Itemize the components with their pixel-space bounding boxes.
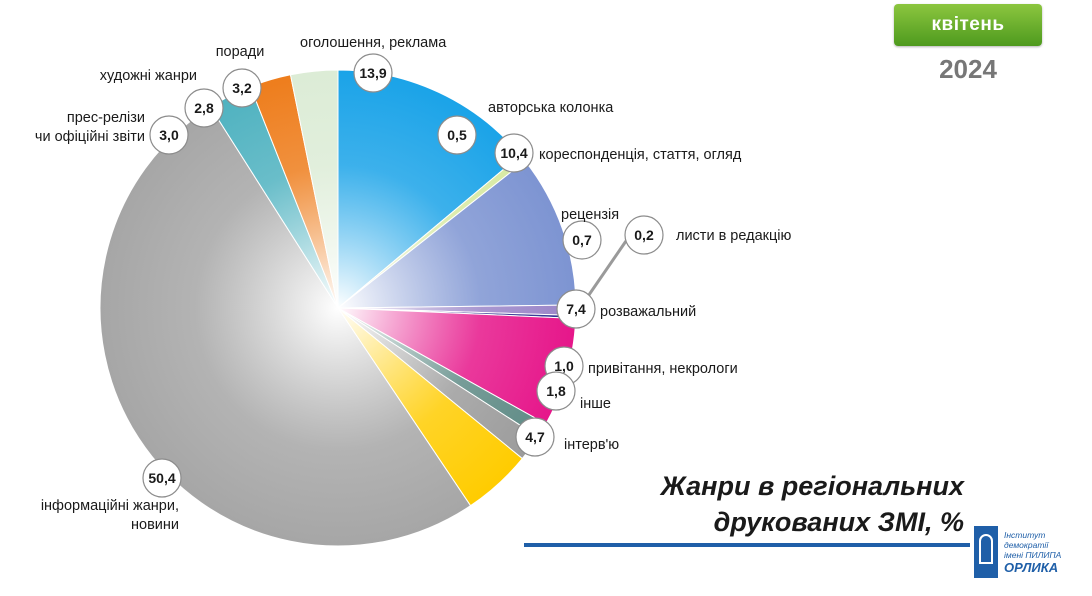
value-label-6: 1,0 [554,358,574,374]
category-label-9-1: новини [131,517,179,533]
value-bubble-9 [142,458,182,498]
value-label-10: 3,0 [159,127,179,143]
value-label-9: 50,4 [148,470,175,486]
logo-line-3: ОРЛИКА [1004,560,1059,575]
institute-logo: Інститут демократії імені ПИЛИПА ОРЛИКА [974,524,1084,580]
value-bubble-2 [494,133,534,173]
category-label-2-0: кореспонденція, стаття, огляд [539,147,742,163]
category-label-9-0: інформаційні жанри, [41,498,179,514]
category-label-11-0: художні жанри [100,68,197,84]
category-label-3-0: рецензія [561,207,619,223]
value-bubble-0 [353,53,393,93]
value-labels: 13,9 0,5 10,4 0,7 0,2 7,4 1,0 1,8 4,7 50,4 3,0 2,8 3… [142,53,664,498]
category-label-8-0: інтерв'ю [564,437,619,453]
value-label-7: 1,8 [546,383,566,399]
pie-slice-12 [289,69,339,309]
chart-title-line-2: друкованих ЗМІ, % [713,507,964,537]
value-bubble-11 [184,88,224,128]
category-label-5-0: розважальний [600,304,696,320]
value-bubble-1 [437,115,477,155]
logo-text: Інститут демократії імені ПИЛИПА ОРЛИКА [1004,530,1084,575]
value-label-5: 7,4 [566,301,586,317]
value-label-12: 3,2 [232,80,252,96]
category-label-0-0: оголошення, реклама [300,35,447,51]
value-bubble-12 [222,68,262,108]
value-bubble-8 [515,417,555,457]
logo-line-1: Інститут демократії [1004,530,1049,550]
value-label-11: 2,8 [194,100,214,116]
year-label: 2024 [939,54,997,84]
title-underline [524,543,970,547]
logo-line-2: імені ПИЛИПА [1004,550,1062,560]
chart-title-line-1: Жанри в регіональних [660,471,964,501]
value-label-0: 13,9 [359,65,386,81]
chart-title: Жанри в регіональних друкованих ЗМІ, % [661,468,964,540]
value-label-3: 0,7 [572,232,592,248]
pie-slice-9 [99,106,472,547]
category-label-6-0: привітання, некрологи [588,361,738,377]
category-label-10-0: прес-релізи [67,110,145,126]
value-bubble-7 [536,371,576,411]
category-labels: оголошення, реклама авторська колонка коре… [35,35,792,533]
logo-mark-icon [974,526,998,578]
value-bubble-3 [562,220,602,260]
value-bubble-5 [556,289,596,329]
value-bubble-10 [149,115,189,155]
category-label-1-0: авторська колонка [488,100,614,116]
value-bubble-4 [624,215,664,255]
category-label-10-1: чи офіційні звіти [35,129,145,145]
value-label-4: 0,2 [634,227,654,243]
category-label-7-0: інше [580,396,611,412]
value-label-1: 0,5 [447,127,467,143]
month-badge: квітень [894,4,1042,46]
category-label-4-0: листи в редакцію [676,228,792,244]
value-label-8: 4,7 [525,429,545,445]
category-label-12-0: поради [216,44,265,60]
value-label-2: 10,4 [500,145,527,161]
